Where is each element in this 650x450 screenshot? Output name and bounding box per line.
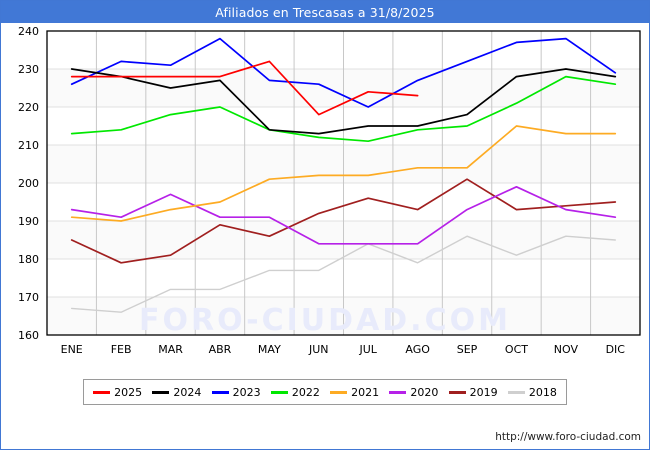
y-axis-tick-label: 190 [18, 215, 39, 228]
y-axis-tick-label: 200 [18, 177, 39, 190]
legend-item-2018[interactable]: 2018 [507, 385, 557, 399]
x-axis-tick-label: NOV [554, 343, 579, 356]
legend-swatch-2022 [270, 390, 288, 394]
y-axis-tick-label: 170 [18, 291, 39, 304]
y-axis-tick-label: 240 [18, 25, 39, 38]
legend-swatch-2018 [507, 390, 525, 394]
x-axis-tick-label: ENE [61, 343, 83, 356]
legend-label-2019: 2019 [469, 385, 498, 399]
x-axis-tick-label: MAR [158, 343, 183, 356]
x-axis-tick-label: FEB [111, 343, 132, 356]
legend-item-2019[interactable]: 2019 [448, 385, 498, 399]
legend-swatch-2021 [330, 390, 348, 394]
legend-label-2022: 2022 [291, 385, 320, 399]
series-line-2025 [70, 60, 419, 116]
legend-label-2020: 2020 [410, 385, 439, 399]
series-line-2021 [70, 125, 617, 222]
y-axis-tick-label: 210 [18, 139, 39, 152]
series-line-2019 [70, 178, 617, 264]
legend-label-2018: 2018 [528, 385, 557, 399]
x-axis-tick-label: AGO [405, 343, 430, 356]
legend-label-2023: 2023 [232, 385, 261, 399]
legend-swatch-2024 [152, 390, 170, 394]
y-axis-tick-label: 180 [18, 253, 39, 266]
legend-swatch-2023 [211, 390, 229, 394]
x-axis-tick-label: ABR [209, 343, 232, 356]
y-axis-tick-label: 220 [18, 101, 39, 114]
chart-legend: 2025 2024 2023 2022 2021 2020 2019 2018 [83, 379, 567, 405]
legend-swatch-2019 [448, 390, 466, 394]
page-title: Afiliados en Trescasas a 31/8/2025 [215, 4, 435, 20]
chart-area: 160 170 180 190 200 210 220 230 240 ENE FEB MAR ABR M… [1, 23, 649, 427]
legend-item-2025[interactable]: 2025 [93, 386, 142, 399]
x-axis-tick-label: OCT [505, 343, 528, 356]
legend-item-2020[interactable]: 2020 [389, 386, 438, 399]
line-chart-svg: 160 170 180 190 200 210 220 230 240 ENE FEB MAR ABR M… [18, 25, 641, 356]
legend-swatch-2025 [93, 390, 111, 394]
legend-item-2023[interactable]: 2023 [211, 385, 261, 399]
legend-label-2025: 2025 [114, 385, 143, 399]
legend-item-2022[interactable]: 2022 [270, 385, 320, 399]
x-axis-tick-label: DIC [606, 343, 626, 356]
legend-label-2024: 2024 [173, 385, 202, 399]
y-axis-tick-label: 230 [18, 63, 39, 76]
series-line-2020 [70, 185, 617, 245]
x-axis-tick-label: JUN [308, 343, 329, 356]
plot-border [46, 30, 641, 336]
x-axis-tick-label: MAY [258, 343, 281, 356]
series-line-2018 [71, 235, 616, 313]
source-url: http://www.foro-ciudad.com [495, 431, 641, 443]
legend-item-2021[interactable]: 2021 [330, 386, 379, 399]
series-line-2024 [70, 68, 617, 135]
x-axis-tick-label: SEP [457, 343, 478, 356]
legend-swatch-2020 [389, 390, 407, 394]
series-line-2022 [70, 75, 617, 143]
window-title-bar: Afiliados en Trescasas a 31/8/2025 [1, 1, 649, 23]
x-axis-tick-label: JUL [358, 343, 377, 356]
y-axis-tick-label: 160 [18, 329, 39, 342]
legend-item-2024[interactable]: 2024 [152, 386, 201, 399]
legend-label-2021: 2021 [351, 385, 380, 399]
series-line-2023 [70, 37, 617, 108]
